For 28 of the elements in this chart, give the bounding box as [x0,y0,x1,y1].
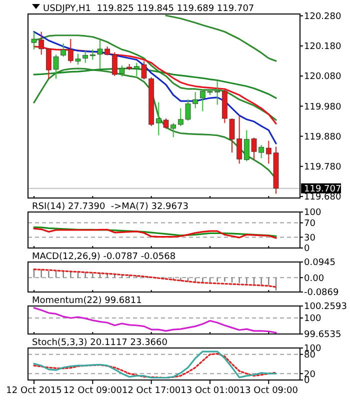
chart-title: USDJPY,H1 119.825 119.845 119.689 119.707 [43,4,254,14]
y-tick-label: 100 [304,314,322,324]
y-tick-label: 70 [304,218,316,229]
y-tick-label: 80 [304,350,316,361]
chart-title: MACD(12,26,9) -0.0787 -0.0568 [32,252,176,262]
y-tick-label: 119.980 [304,102,342,112]
y-tick-label: 120.180 [304,42,342,52]
x-tick-label: 12 Oct 2015 [6,386,62,396]
y-tick-label: 0.0945 [304,258,336,268]
y-tick-label: 99.6535 [304,330,342,340]
y-tick-label: 0.00 [304,274,324,284]
y-tick-label: 119.680 [304,192,342,203]
chart-title: RSI(14) 27.7390 ->MA(7) 32.9673 [32,202,188,212]
x-tick-label: 12 Oct 09:00 [63,386,122,396]
x-tick-label: 12 Oct 17:00 [122,386,181,396]
y-tick-label: 120.280 [304,12,342,22]
y-tick-label: 119.880 [304,132,342,142]
x-tick-label: 13 Oct 01:00 [180,386,240,396]
chart-title: Stoch(5,3,3) 20.1117 23.3660 [32,338,168,348]
y-tick-label: 120.080 [304,72,342,82]
y-tick-label: -0.0869 [304,288,340,298]
chart-title: Momentum(22) 99.6811 [32,296,142,306]
y-tick-label: 30 [304,233,316,244]
x-tick-label: 13 Oct 09:00 [239,386,298,396]
y-tick-label: 100 [304,208,322,218]
y-tick-label: 0 [304,244,310,254]
y-tick-label: 100.2593 [304,302,347,312]
y-tick-label: 119.780 [304,162,342,173]
